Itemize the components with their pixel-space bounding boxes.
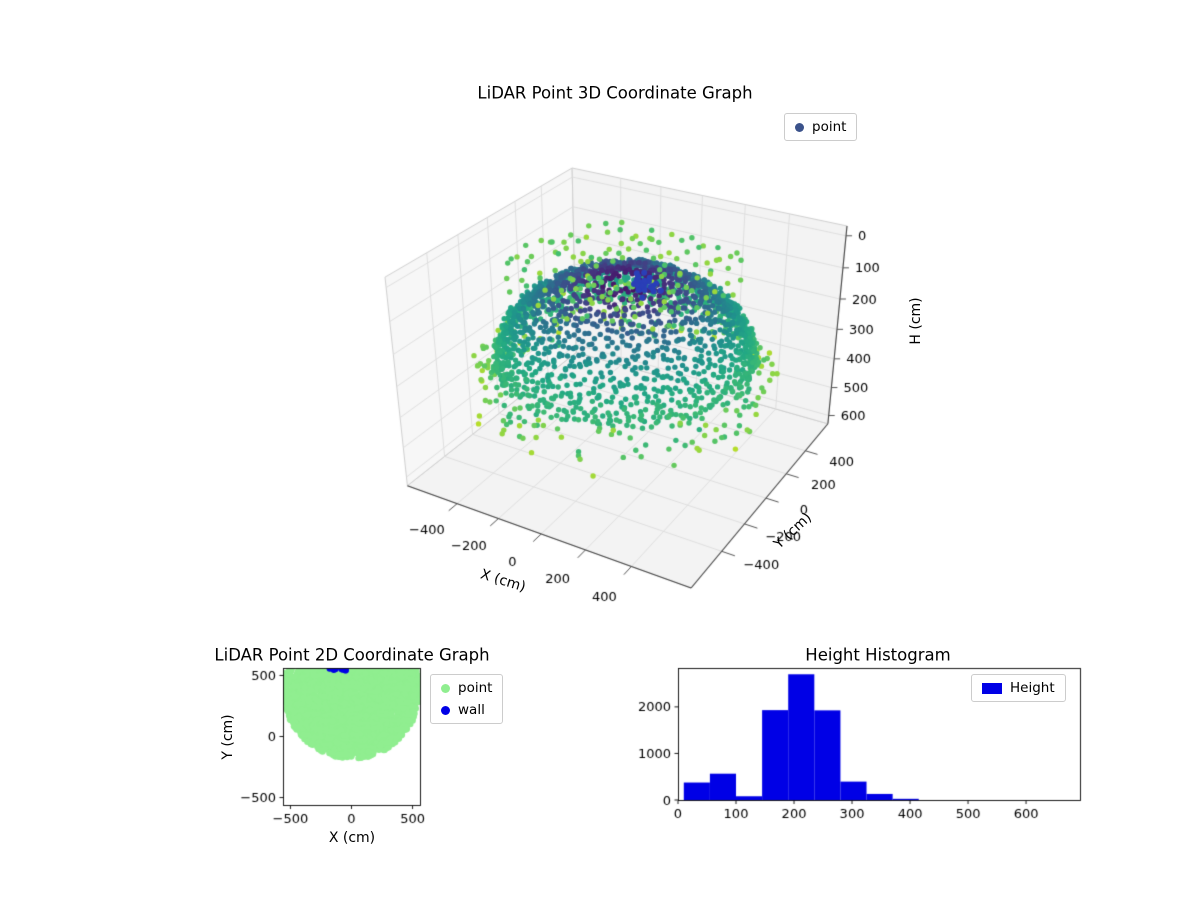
legend-label-point-2d: point bbox=[458, 680, 493, 696]
chart2d-xlabel: X (cm) bbox=[328, 830, 376, 846]
histogram-legend: Height bbox=[971, 674, 1066, 702]
legend-item-point-3d: point bbox=[795, 119, 846, 135]
chart3d-legend: point bbox=[784, 113, 858, 141]
legend-label-height: Height bbox=[1010, 680, 1055, 696]
chart2d-legend: point wall bbox=[430, 674, 504, 724]
legend-label-point-3d: point bbox=[812, 119, 847, 135]
histogram-title: Height Histogram bbox=[805, 645, 951, 665]
chart2d-title: LiDAR Point 2D Coordinate Graph bbox=[214, 645, 490, 665]
wall-marker-icon bbox=[441, 705, 450, 715]
legend-item-wall-2d: wall bbox=[441, 702, 492, 718]
legend-label-wall-2d: wall bbox=[458, 702, 485, 718]
legend-item-height: Height bbox=[982, 680, 1055, 696]
chart2d-ylabel: Y (cm) bbox=[220, 714, 236, 760]
height-bar-marker-icon bbox=[982, 682, 1002, 694]
legend-item-point-2d: point bbox=[441, 680, 492, 696]
point-marker-icon bbox=[795, 122, 804, 132]
chart3d-zlabel: H (cm) bbox=[908, 297, 924, 345]
chart3d-title: LiDAR Point 3D Coordinate Graph bbox=[477, 83, 753, 103]
point-marker-icon bbox=[441, 683, 450, 693]
